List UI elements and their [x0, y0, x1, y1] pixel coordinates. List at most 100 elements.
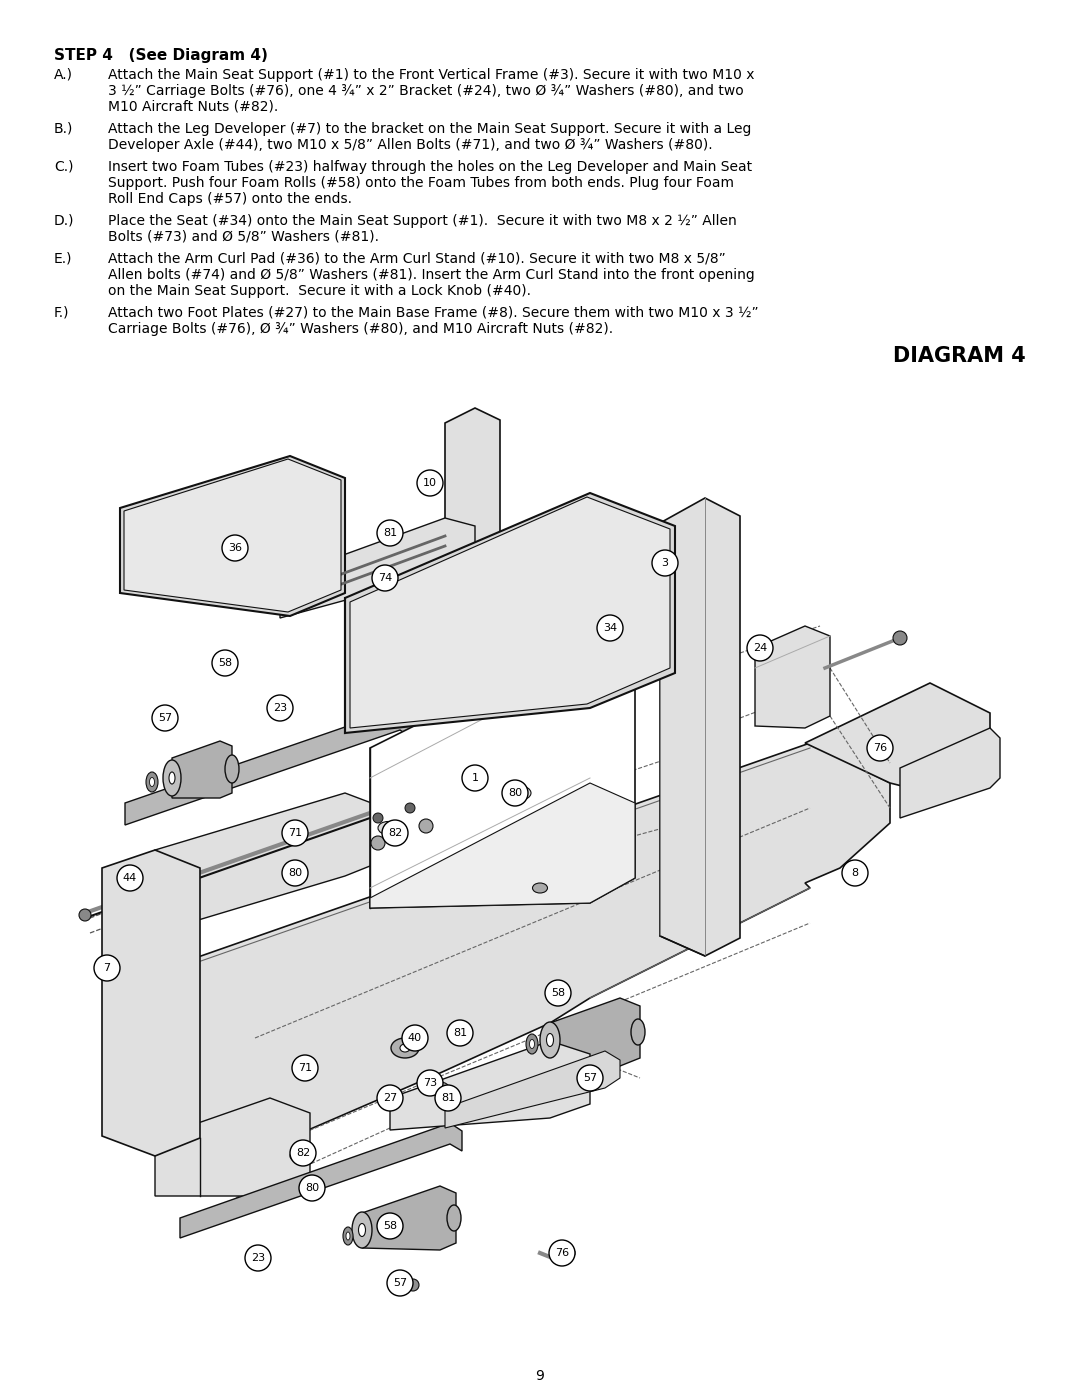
- Polygon shape: [180, 1123, 462, 1238]
- Polygon shape: [138, 743, 890, 1153]
- Ellipse shape: [546, 1034, 554, 1046]
- Text: 57: 57: [583, 1073, 597, 1083]
- Polygon shape: [124, 460, 341, 612]
- Text: 24: 24: [753, 643, 767, 652]
- Ellipse shape: [400, 1044, 410, 1052]
- Text: 73: 73: [423, 1078, 437, 1088]
- Ellipse shape: [459, 1031, 467, 1035]
- Circle shape: [387, 1270, 413, 1296]
- Ellipse shape: [532, 883, 548, 893]
- Text: 40: 40: [408, 1032, 422, 1044]
- Circle shape: [291, 1140, 316, 1166]
- Circle shape: [377, 520, 403, 546]
- Ellipse shape: [447, 1206, 461, 1231]
- Ellipse shape: [359, 1224, 365, 1236]
- Ellipse shape: [163, 760, 181, 796]
- Text: 71: 71: [288, 828, 302, 838]
- Ellipse shape: [352, 1213, 372, 1248]
- Text: F.): F.): [54, 306, 69, 320]
- Text: 81: 81: [441, 1092, 455, 1104]
- Text: Insert two Foam Tubes (#23) halfway through the holes on the Leg Developer and M: Insert two Foam Tubes (#23) halfway thro…: [108, 161, 752, 175]
- Ellipse shape: [308, 1187, 316, 1193]
- Polygon shape: [156, 1098, 310, 1196]
- Text: 58: 58: [551, 988, 565, 997]
- Polygon shape: [550, 997, 640, 1066]
- Circle shape: [377, 1085, 403, 1111]
- Ellipse shape: [540, 1023, 561, 1058]
- Polygon shape: [445, 1051, 620, 1127]
- Polygon shape: [900, 728, 1000, 819]
- Text: 57: 57: [158, 712, 172, 724]
- Circle shape: [212, 650, 238, 676]
- Ellipse shape: [168, 773, 175, 784]
- Circle shape: [893, 631, 907, 645]
- Text: 36: 36: [228, 543, 242, 553]
- Circle shape: [867, 735, 893, 761]
- Text: Roll End Caps (#57) onto the ends.: Roll End Caps (#57) onto the ends.: [108, 191, 352, 205]
- Text: 8: 8: [851, 868, 859, 877]
- Circle shape: [267, 694, 293, 721]
- Circle shape: [842, 861, 868, 886]
- Circle shape: [372, 564, 399, 591]
- Text: Carriage Bolts (#76), Ø ¾” Washers (#80), and M10 Aircraft Nuts (#82).: Carriage Bolts (#76), Ø ¾” Washers (#80)…: [108, 321, 613, 337]
- Ellipse shape: [384, 826, 392, 830]
- Text: 7: 7: [104, 963, 110, 972]
- Circle shape: [561, 1246, 575, 1260]
- Polygon shape: [445, 408, 500, 687]
- Text: A.): A.): [54, 68, 73, 82]
- Text: Bolts (#73) and Ø 5/8” Washers (#81).: Bolts (#73) and Ø 5/8” Washers (#81).: [108, 231, 379, 244]
- Circle shape: [282, 820, 308, 847]
- Text: Support. Push four Foam Rolls (#58) onto the Foam Tubes from both ends. Plug fou: Support. Push four Foam Rolls (#58) onto…: [108, 176, 734, 190]
- Circle shape: [377, 1213, 403, 1239]
- Circle shape: [549, 1241, 575, 1266]
- Circle shape: [652, 550, 678, 576]
- Circle shape: [117, 865, 143, 891]
- Polygon shape: [172, 740, 232, 798]
- Polygon shape: [362, 1186, 456, 1250]
- Polygon shape: [390, 1041, 590, 1130]
- Circle shape: [79, 909, 91, 921]
- Ellipse shape: [146, 773, 158, 792]
- Text: B.): B.): [54, 122, 73, 136]
- Polygon shape: [755, 626, 831, 728]
- Ellipse shape: [631, 1018, 645, 1045]
- Polygon shape: [156, 793, 390, 933]
- Text: 9: 9: [536, 1369, 544, 1383]
- Ellipse shape: [346, 1232, 350, 1241]
- Circle shape: [577, 1065, 603, 1091]
- Text: on the Main Seat Support.  Secure it with a Lock Knob (#40).: on the Main Seat Support. Secure it with…: [108, 284, 531, 298]
- Text: Attach two Foot Plates (#27) to the Main Base Frame (#8). Secure them with two M: Attach two Foot Plates (#27) to the Main…: [108, 306, 758, 320]
- Circle shape: [245, 1245, 271, 1271]
- Polygon shape: [660, 497, 740, 956]
- Polygon shape: [345, 493, 675, 733]
- Circle shape: [402, 1025, 428, 1051]
- Text: 82: 82: [388, 828, 402, 838]
- Circle shape: [405, 803, 415, 813]
- Circle shape: [545, 981, 571, 1006]
- Polygon shape: [125, 708, 411, 826]
- Text: 3 ½” Carriage Bolts (#76), one 4 ¾” x 2” Bracket (#24), two Ø ¾” Washers (#80), : 3 ½” Carriage Bolts (#76), one 4 ¾” x 2”…: [108, 84, 744, 98]
- Text: D.): D.): [54, 214, 75, 228]
- Circle shape: [417, 469, 443, 496]
- Circle shape: [282, 861, 308, 886]
- Circle shape: [373, 813, 383, 823]
- Circle shape: [292, 1055, 318, 1081]
- Circle shape: [94, 956, 120, 981]
- Polygon shape: [280, 518, 475, 617]
- Text: 82: 82: [296, 1148, 310, 1158]
- Text: 74: 74: [378, 573, 392, 583]
- Text: 80: 80: [508, 788, 522, 798]
- Ellipse shape: [407, 1280, 419, 1291]
- Circle shape: [417, 1070, 443, 1097]
- Text: 3: 3: [661, 557, 669, 569]
- Ellipse shape: [289, 828, 305, 838]
- Polygon shape: [370, 782, 635, 908]
- Text: 44: 44: [123, 873, 137, 883]
- Text: 57: 57: [393, 1278, 407, 1288]
- Circle shape: [382, 820, 408, 847]
- Text: Place the Seat (#34) onto the Main Seat Support (#1).  Secure it with two M8 x 2: Place the Seat (#34) onto the Main Seat …: [108, 214, 737, 228]
- Polygon shape: [350, 497, 670, 728]
- Ellipse shape: [391, 1038, 419, 1058]
- Text: 80: 80: [288, 868, 302, 877]
- Circle shape: [447, 1020, 473, 1046]
